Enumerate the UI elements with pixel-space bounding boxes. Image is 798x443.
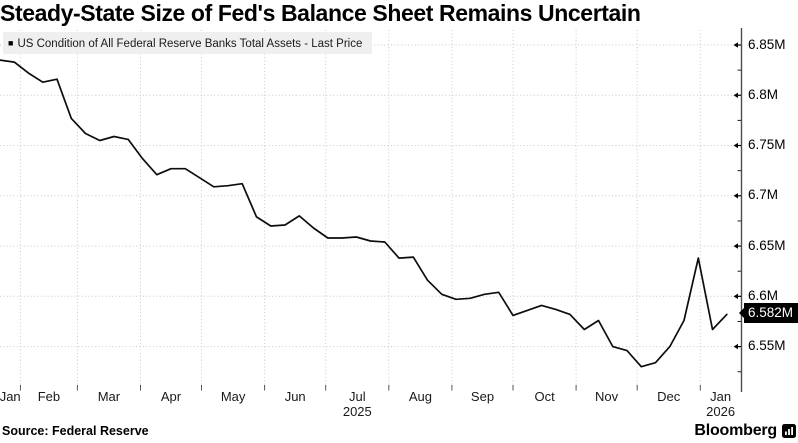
year-label: 2026 [706,404,736,419]
y-tick-arrow-icon [733,42,738,48]
month-name: Mar [97,389,121,404]
source-note: Source: Federal Reserve [2,424,149,438]
year-label: 2025 [342,404,372,419]
x-axis-month-label: Jun [285,389,306,404]
legend: ■ US Condition of All Federal Reserve Ban… [3,32,373,54]
x-axis-month-label: May [221,389,246,404]
y-axis-label: 6.65M [748,237,786,253]
y-tick-arrow-icon [733,142,738,149]
x-axis-month-label: Jul 2025 [343,389,372,419]
price-line [0,59,728,368]
badge-left-arrow-icon [739,307,744,318]
x-axis-month-label: Sep [471,389,494,404]
y-tick-arrow-icon [733,193,738,199]
y-tick-arrow-icon [733,343,738,350]
bloomberg-terminal-icon [782,424,796,438]
y-tick-arrow-icon [733,243,738,249]
month-name: Jul [348,389,366,404]
month-name: Oct [534,389,555,404]
month-name: Jan [710,389,732,404]
legend-label: US Condition of All Federal Reserve Bank… [17,38,363,50]
y-tick-arrow-icon [733,293,738,300]
x-axis-month-label: Jan 2026 [706,389,735,419]
month-name: Jun [284,389,306,404]
last-price-value: 6.582M [748,305,794,320]
chart-title: Steady-State Size of Fed's Balance Sheet… [0,0,641,26]
x-axis-month-label: Aug [409,389,432,404]
y-axis-label: 6.55M [748,338,786,354]
x-axis-month-label: Nov [595,389,618,404]
month-name: Nov [595,389,619,404]
x-axis-month-label: Mar [98,389,120,404]
month-name: May [220,389,246,404]
month-name: Jan [0,389,21,404]
bloomberg-logo: Bloomberg [694,422,796,440]
month-name: Feb [37,389,61,404]
month-name: Apr [160,389,182,404]
x-axis-month-label: Dec [657,389,680,404]
legend-series-marker-icon: ■ [8,38,14,48]
y-axis-label: 6.75M [748,137,786,153]
last-price-badge: 6.582M [739,303,798,323]
x-axis-month-label: Feb [38,389,60,404]
x-axis-month-label: Jan [0,389,21,404]
y-axis-label: 6.6M [748,287,779,303]
month-name: Aug [408,389,432,404]
y-axis-label: 6.85M [748,36,786,52]
y-tick-arrow-icon [733,92,738,98]
y-axis-label: 6.7M [748,187,779,203]
x-axis-month-label: Oct [534,389,554,404]
bloomberg-wordmark: Bloomberg [694,422,777,439]
y-axis-label: 6.8M [748,86,779,102]
month-name: Sep [470,389,495,404]
x-axis-month-label: Apr [161,389,181,404]
month-name: Dec [657,389,681,404]
